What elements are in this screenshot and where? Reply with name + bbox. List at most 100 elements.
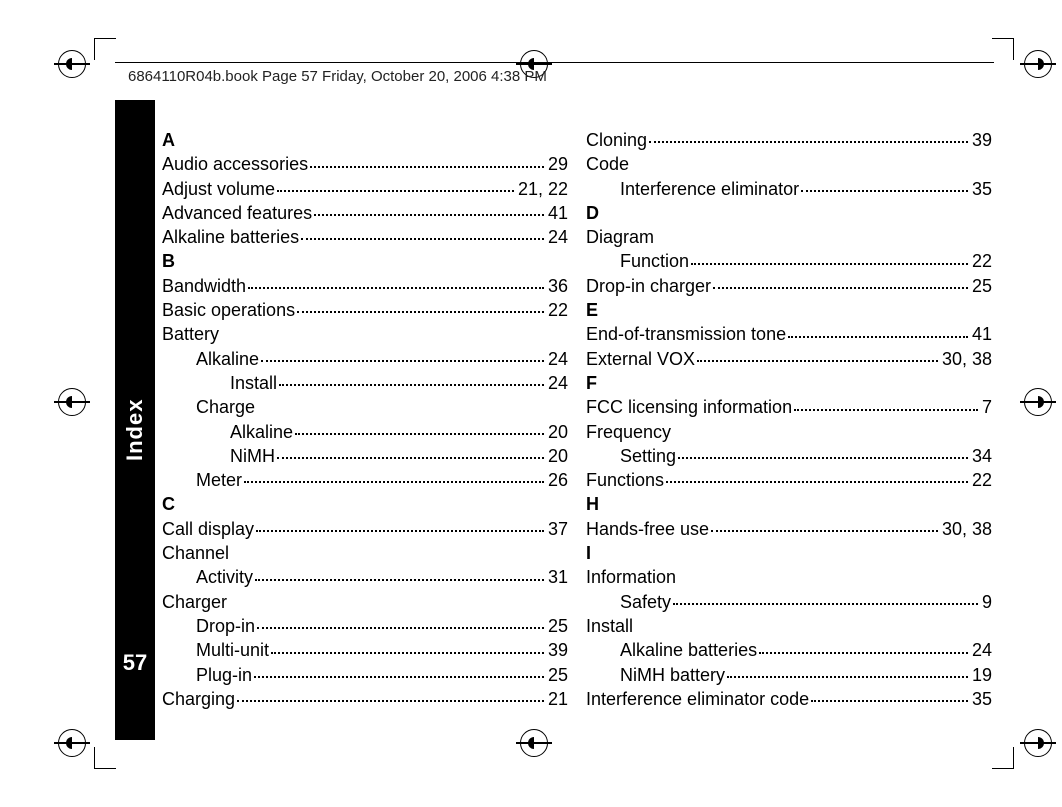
leader-dots — [678, 440, 968, 459]
leader-dots — [727, 659, 968, 678]
leader-dots — [713, 270, 968, 289]
leader-dots — [244, 464, 544, 483]
index-entry-page: 7 — [982, 395, 992, 419]
leader-dots — [691, 245, 968, 264]
index-entry: Cloning 39 — [586, 128, 992, 152]
index-entry-page: 20 — [548, 444, 568, 468]
index-letter: I — [586, 541, 992, 565]
index-entry: FCC licensing information 7 — [586, 395, 992, 419]
index-entry-text: Hands-free use — [586, 517, 709, 541]
index-entry-text: Drop-in charger — [586, 274, 711, 298]
index-entry-page: 19 — [972, 663, 992, 687]
reg-mark — [1024, 50, 1052, 78]
index-entry-page: 26 — [548, 468, 568, 492]
leader-dots — [759, 634, 968, 653]
index-entry: Charging21 — [162, 687, 568, 711]
index-entry-text: Adjust volume — [162, 177, 275, 201]
index-entry-text: Charging — [162, 687, 235, 711]
index-entry-text: Meter — [196, 468, 242, 492]
leader-dots — [711, 513, 938, 532]
leader-dots — [811, 683, 968, 702]
index-entry-page: 25 — [972, 274, 992, 298]
leader-dots — [301, 221, 544, 240]
crop-mark — [992, 38, 1014, 60]
leader-dots — [314, 197, 544, 216]
reg-mark — [1024, 388, 1052, 416]
index-content: AAudio accessories29Adjust volume21, 22A… — [162, 128, 992, 747]
index-entry-page: 22 — [548, 298, 568, 322]
sidebar-page-number: 57 — [115, 650, 155, 676]
index-entry-page: 41 — [972, 322, 992, 346]
index-entry-text: Call display — [162, 517, 254, 541]
index-entry: Basic operations22 — [162, 298, 568, 322]
index-entry-page: 25 — [548, 663, 568, 687]
index-entry-page: 24 — [548, 371, 568, 395]
leader-dots — [788, 318, 968, 337]
index-entry-page: 31 — [548, 565, 568, 589]
index-column-right: Cloning39CodeInterference eliminator35DD… — [586, 128, 992, 747]
index-entry: Functions 22 — [586, 468, 992, 492]
index-entry-text: Alkaline — [196, 347, 259, 371]
leader-dots — [697, 343, 938, 362]
index-entry-text: Alkaline batteries — [162, 225, 299, 249]
index-entry-page: 24 — [972, 638, 992, 662]
leader-dots — [673, 586, 978, 605]
index-entry-page: 24 — [548, 347, 568, 371]
index-entry: Interference eliminator code 35 — [586, 687, 992, 711]
crop-mark — [94, 747, 116, 769]
index-entry-text: Interference eliminator — [620, 177, 799, 201]
index-entry-page: 41 — [548, 201, 568, 225]
leader-dots — [277, 440, 544, 459]
index-entry: Interference eliminator35 — [586, 177, 992, 201]
index-entry-text: Activity — [196, 565, 253, 589]
index-entry-page: 39 — [548, 638, 568, 662]
leader-dots — [254, 659, 544, 678]
index-entry-text: External VOX — [586, 347, 695, 371]
index-entry-page: 35 — [972, 687, 992, 711]
reg-mark — [58, 50, 86, 78]
leader-dots — [297, 294, 544, 313]
index-column-left: AAudio accessories29Adjust volume21, 22A… — [162, 128, 568, 747]
index-entry-page: 22 — [972, 249, 992, 273]
index-entry: Meter 26 — [162, 468, 568, 492]
index-entry-text: Functions — [586, 468, 664, 492]
index-entry-page: 36 — [548, 274, 568, 298]
leader-dots — [649, 124, 968, 143]
index-entry-page: 30, 38 — [942, 517, 992, 541]
crop-mark — [94, 38, 116, 60]
index-entry-text: Bandwidth — [162, 274, 246, 298]
index-entry-page: 22 — [972, 468, 992, 492]
index-entry-text: Function — [620, 249, 689, 273]
index-entry-text: Drop-in — [196, 614, 255, 638]
index-letter: D — [586, 201, 992, 225]
index-entry: Activity 31 — [162, 565, 568, 589]
leader-dots — [257, 610, 544, 629]
crop-mark — [992, 747, 1014, 769]
leader-dots — [277, 173, 514, 192]
index-entry-text: Cloning — [586, 128, 647, 152]
index-entry-page: 25 — [548, 614, 568, 638]
reg-mark — [58, 388, 86, 416]
sidebar-label: Index — [115, 360, 155, 500]
header-text: 6864110R04b.book Page 57 Friday, October… — [128, 68, 547, 85]
index-entry-page: 30, 38 — [942, 347, 992, 371]
index-entry-text: Install — [230, 371, 277, 395]
index-entry-text: Interference eliminator code — [586, 687, 809, 711]
leader-dots — [256, 513, 544, 532]
leader-dots — [261, 343, 544, 362]
index-entry-page: 39 — [972, 128, 992, 152]
index-entry: Call display 37 — [162, 517, 568, 541]
leader-dots — [801, 173, 968, 192]
index-entry-page: 37 — [548, 517, 568, 541]
leader-dots — [271, 634, 544, 653]
leader-dots — [295, 416, 544, 435]
index-entry-page: 29 — [548, 152, 568, 176]
index-entry-page: 9 — [982, 590, 992, 614]
index-entry-page: 20 — [548, 420, 568, 444]
index-entry-text: Safety — [620, 590, 671, 614]
reg-mark — [1024, 729, 1052, 757]
index-entry-text: FCC licensing information — [586, 395, 792, 419]
index-entry-text: Advanced features — [162, 201, 312, 225]
index-entry: Drop-in charger 25 — [586, 274, 992, 298]
index-entry: Alkaline batteries24 — [162, 225, 568, 249]
